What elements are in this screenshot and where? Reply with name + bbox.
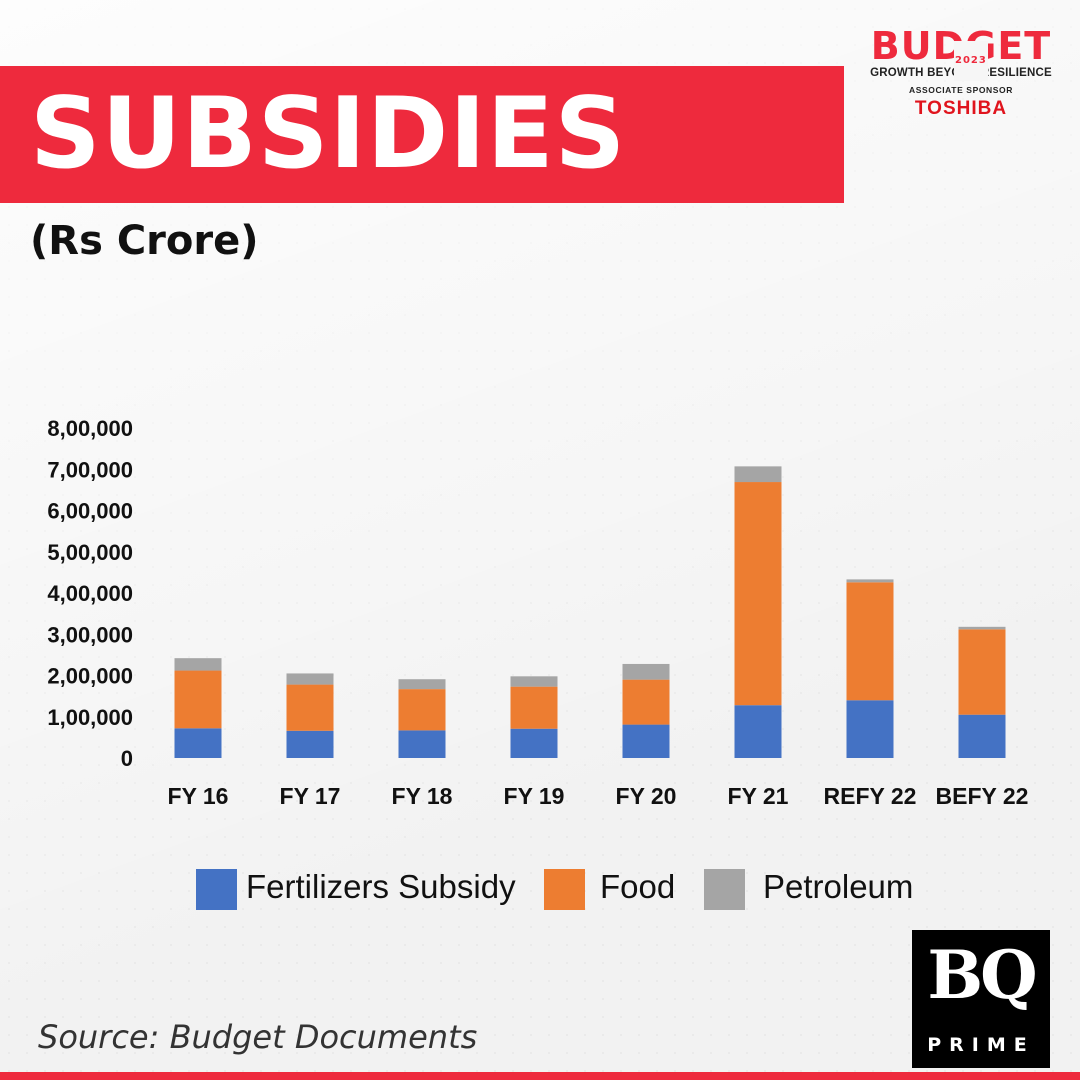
bar-segment-food [398,689,446,731]
bar-segment-petroleum [958,626,1006,630]
bar-segment-fertilizers-subsidy [734,705,782,758]
y-tick-label: 1,00,000 [47,705,133,730]
bar-segment-petroleum [846,579,894,583]
associate-sponsor-label: ASSOCIATE SPONSOR [908,85,1014,95]
bottom-accent-strip [0,1072,1080,1080]
sponsor-logo-toshiba: TOSHIBA [914,98,1008,119]
bar-segment-fertilizers-subsidy [622,724,670,758]
bar-segment-petroleum [398,679,446,690]
x-axis: FY 16 FY 17 FY 18 FY 19 FY 20 FY 21 REFY 22 BEF… [168,783,1029,809]
bar-segment-food [174,670,222,729]
bar-segment-petroleum [734,466,782,483]
x-tick-label: FY 16 [168,783,229,809]
bar-segment-petroleum [510,676,558,687]
bar-segment-petroleum [286,673,334,685]
bars-group [174,466,1006,758]
legend-label-fertilizers: Fertilizers Subsidy [246,868,516,905]
bar-segment-fertilizers-subsidy [398,730,446,758]
unit-subtitle: (Rs Crore) [30,218,259,264]
bar-segment-food [286,684,334,731]
legend-label-food: Food [600,868,676,905]
bar-segment-fertilizers-subsidy [510,728,558,758]
x-tick-label: FY 21 [728,783,789,809]
y-tick-label: 6,00,000 [47,499,133,524]
bar-segment-food [734,482,782,706]
x-tick-label: BEFY 22 [936,783,1029,809]
x-tick-label: FY 19 [504,783,565,809]
legend-swatch-petroleum [704,869,745,910]
budget-2023-brand: BUDGET 2023 GROWTH BEYOND RESILIENCE ASS… [856,26,1066,120]
y-tick-label: 7,00,000 [47,457,133,482]
bar-segment-food [510,686,558,729]
y-tick-label: 8,00,000 [47,416,133,441]
y-tick-label: 5,00,000 [47,540,133,565]
y-axis: 0 1,00,000 2,00,000 3,00,000 4,00,000 5,00,00… [47,416,133,771]
bar-segment-fertilizers-subsidy [958,714,1006,758]
x-tick-label: FY 20 [616,783,677,809]
bq-logo-prime: PRIME [927,1034,1035,1056]
x-tick-label: REFY 22 [824,783,917,809]
bar-segment-fertilizers-subsidy [846,700,894,758]
legend-swatch-fertilizers [196,869,237,910]
source-note: Source: Budget Documents [38,1018,478,1056]
bar-segment-fertilizers-subsidy [286,730,334,758]
x-tick-label: FY 17 [280,783,341,809]
bq-logo-letters: BQ [927,936,1037,1014]
brand-year: 2023 [954,41,988,81]
bar-segment-fertilizers-subsidy [174,728,222,758]
page-title: SUBSIDIES [30,77,627,191]
bar-segment-petroleum [622,663,670,680]
bq-prime-logo: BQ PRIME [912,930,1050,1068]
bar-segment-petroleum [174,658,222,671]
legend-label-petroleum: Petroleum [763,868,914,905]
title-banner [0,66,844,203]
bar-segment-food [622,679,670,725]
y-tick-label: 2,00,000 [47,664,133,689]
legend-swatch-food [544,869,585,910]
x-tick-label: FY 18 [392,783,453,809]
y-tick-label: 3,00,000 [47,622,133,647]
brand-budget-wordmark: BUDGET 2023 [856,26,1066,81]
y-tick-label: 4,00,000 [47,581,133,606]
y-tick-label: 0 [121,746,133,771]
bar-segment-food [958,629,1006,715]
bar-segment-food [846,582,894,701]
